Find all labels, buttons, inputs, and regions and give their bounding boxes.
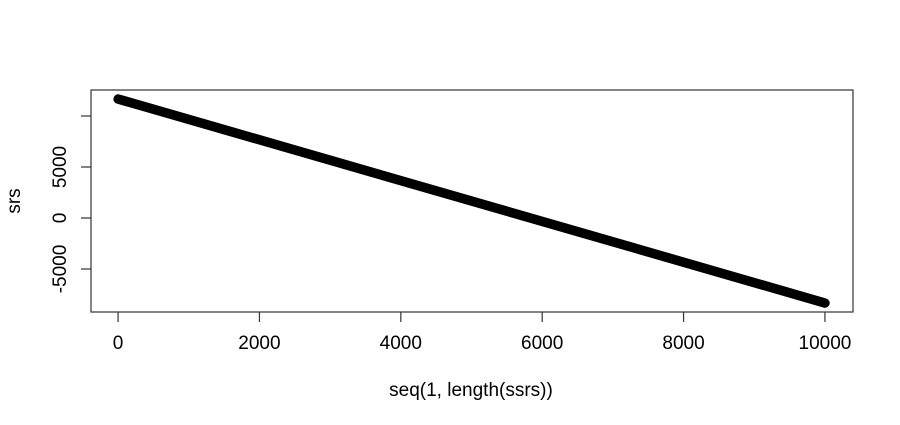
y-axis-title: srs	[4, 188, 25, 213]
x-tick-label: 10000	[799, 333, 852, 354]
data-series-line	[113, 94, 830, 308]
x-tick-label: 0	[113, 333, 124, 354]
x-tick-label: 8000	[662, 333, 704, 354]
axis-ticks-layer: 0 2000 4000 6000 8000 10000 -5000 0 5000	[50, 115, 852, 354]
plot-border-box	[90, 89, 854, 313]
y-tick-label: 0	[50, 213, 71, 224]
x-tick-label: 2000	[238, 333, 280, 354]
y-tick-label: -5000	[50, 245, 71, 294]
x-tick-label: 6000	[521, 333, 563, 354]
x-tick-label: 4000	[380, 333, 422, 354]
y-tick-label: 5000	[50, 146, 71, 188]
x-axis-title: seq(1, length(ssrs))	[389, 380, 553, 401]
